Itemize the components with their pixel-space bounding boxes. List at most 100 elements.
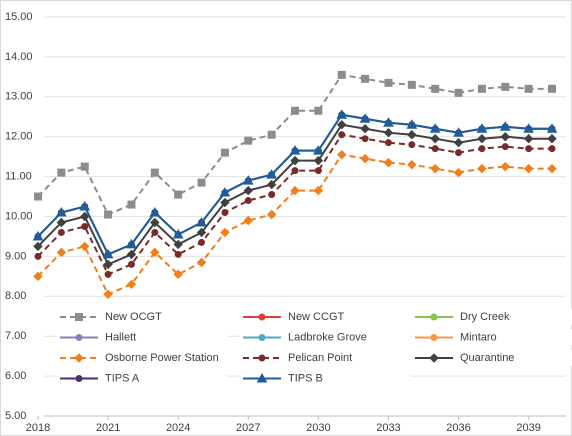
- legend: New OCGT New CCGT Dry Creek Hallett Ladbroke…: [57, 309, 572, 387]
- marker: [197, 178, 206, 187]
- legend-bg: [57, 350, 227, 366]
- marker: [102, 248, 114, 259]
- marker: [431, 145, 439, 153]
- marker: [453, 167, 464, 178]
- marker: [313, 145, 324, 155]
- marker: [150, 217, 160, 228]
- marker: [266, 179, 277, 190]
- marker: [126, 238, 137, 249]
- marker: [32, 230, 44, 241]
- marker: [547, 133, 557, 144]
- marker: [429, 123, 441, 133]
- marker: [453, 127, 464, 137]
- marker: [57, 228, 65, 236]
- marker: [407, 80, 416, 89]
- marker: [500, 131, 510, 142]
- marker: [258, 334, 266, 341]
- marker: [151, 228, 159, 236]
- marker: [150, 168, 159, 177]
- marker: [75, 313, 83, 321]
- marker: [258, 354, 266, 362]
- series: [34, 131, 556, 278]
- x-tick-label: 2024: [166, 422, 190, 434]
- marker: [477, 84, 486, 93]
- legend-bg: [240, 329, 410, 346]
- legend-bg: [412, 350, 572, 366]
- marker: [173, 269, 183, 280]
- marker: [337, 120, 347, 130]
- marker: [220, 197, 230, 208]
- marker: [196, 257, 207, 268]
- legend-label: New OCGT: [105, 311, 162, 323]
- marker: [266, 209, 277, 220]
- marker: [384, 78, 393, 87]
- marker: [406, 119, 418, 129]
- legend-label: TIPS B: [288, 372, 323, 384]
- marker: [267, 130, 276, 139]
- y-tick-label: 7.00: [5, 330, 26, 342]
- marker: [33, 271, 43, 282]
- marker: [383, 117, 394, 127]
- marker: [57, 168, 66, 177]
- x-tick-label: 2033: [376, 422, 400, 434]
- series: [32, 109, 558, 259]
- y-tick-label: 6.00: [5, 370, 26, 382]
- marker: [499, 121, 511, 131]
- marker: [524, 84, 533, 93]
- legend-bg: [57, 370, 227, 387]
- marker: [75, 334, 83, 341]
- marker: [256, 372, 268, 383]
- marker: [74, 353, 84, 363]
- y-tick-label: 5.00: [5, 410, 26, 422]
- legend-label: Pelican Point: [288, 352, 352, 364]
- marker: [455, 149, 463, 157]
- marker: [500, 161, 510, 172]
- legend-bg: [240, 350, 410, 366]
- marker: [242, 175, 254, 185]
- marker: [174, 190, 183, 199]
- marker: [174, 250, 182, 258]
- marker: [361, 135, 369, 143]
- marker: [523, 133, 534, 144]
- legend-label: TIPS A: [105, 372, 140, 384]
- marker: [430, 334, 438, 341]
- marker: [383, 157, 394, 168]
- marker: [126, 249, 137, 260]
- marker: [220, 148, 229, 157]
- legend-label: Hallett: [105, 331, 136, 343]
- marker: [359, 113, 371, 123]
- marker: [80, 162, 89, 171]
- marker: [243, 185, 253, 196]
- marker: [80, 211, 90, 222]
- y-tick-label: 10.00: [5, 210, 33, 222]
- legend-label: Osborne Power Station: [105, 352, 219, 364]
- y-tick-label: 8.00: [5, 290, 26, 302]
- legend-label: Quarantine: [460, 352, 514, 364]
- marker: [34, 252, 42, 260]
- marker: [383, 128, 394, 138]
- marker: [430, 313, 438, 321]
- marker: [501, 82, 510, 91]
- marker: [219, 187, 231, 197]
- marker: [291, 167, 299, 175]
- marker: [313, 185, 324, 196]
- marker: [244, 197, 252, 205]
- marker: [56, 206, 67, 217]
- marker: [314, 106, 323, 115]
- marker: [360, 153, 370, 164]
- series: [33, 120, 557, 270]
- marker: [478, 145, 486, 153]
- y-tick-label: 14.00: [5, 51, 33, 63]
- marker: [56, 247, 67, 258]
- marker: [336, 109, 348, 119]
- marker: [104, 210, 113, 219]
- legend-label: Ladbroke Grove: [288, 331, 367, 343]
- marker: [384, 139, 392, 147]
- marker: [126, 279, 137, 290]
- marker: [243, 215, 253, 226]
- marker: [361, 74, 370, 83]
- marker: [501, 143, 509, 151]
- x-tick-label: 2027: [236, 422, 260, 434]
- marker: [430, 133, 440, 144]
